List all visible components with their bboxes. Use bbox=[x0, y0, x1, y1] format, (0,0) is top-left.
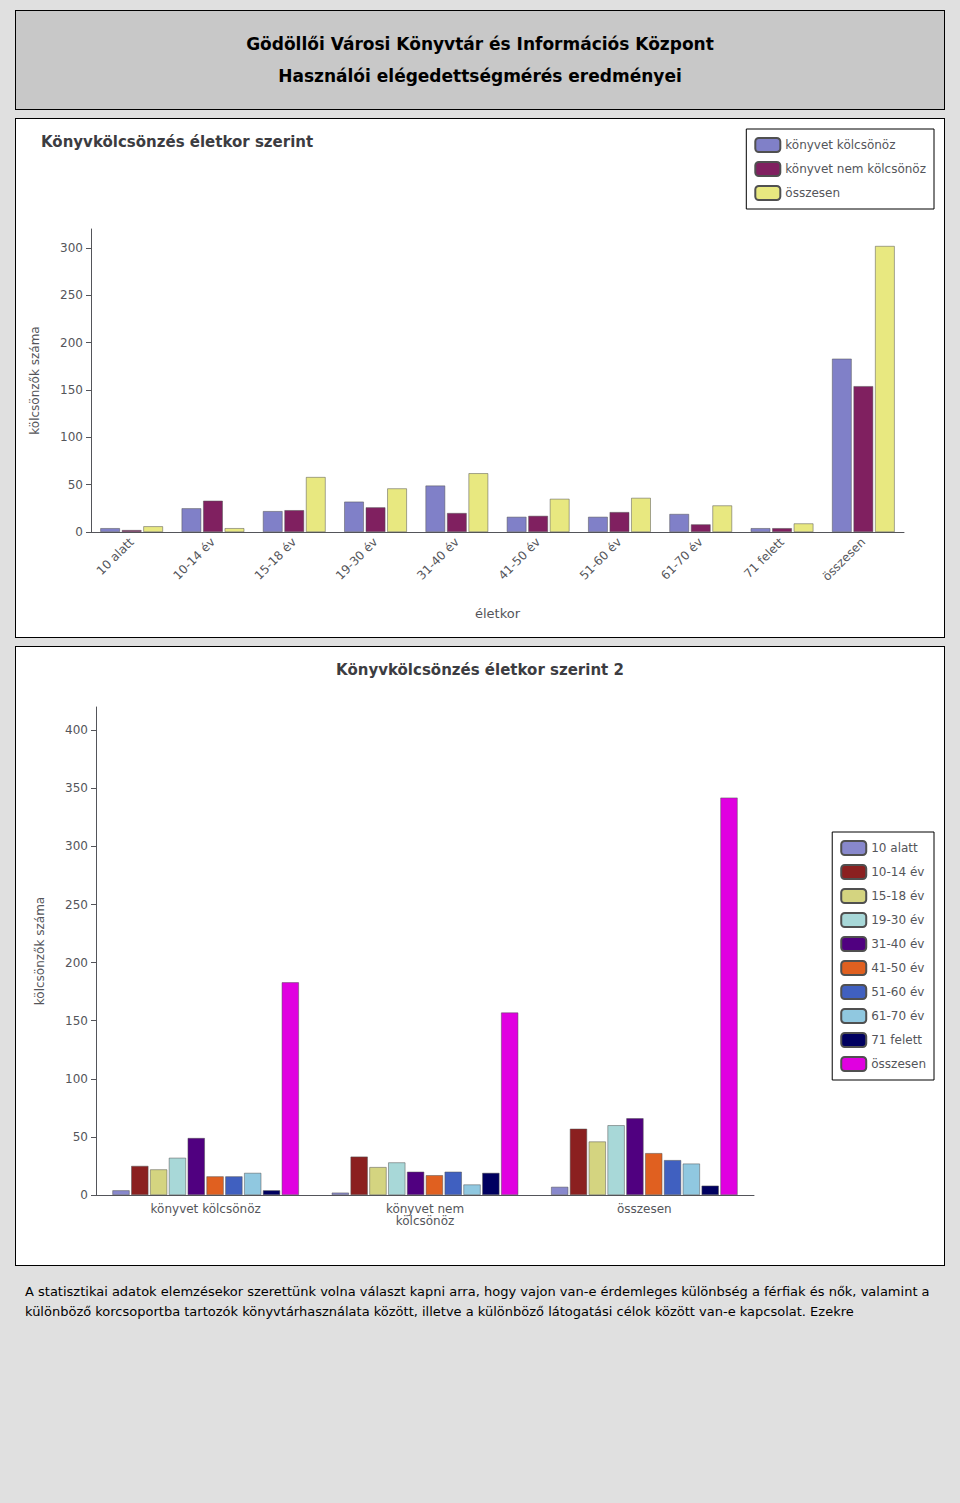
svg-text:19-30 év: 19-30 év bbox=[333, 535, 380, 582]
svg-text:0: 0 bbox=[75, 525, 83, 539]
svg-text:életkor: életkor bbox=[475, 606, 521, 621]
svg-text:15-18 év: 15-18 év bbox=[871, 889, 924, 903]
svg-text:71 felett: 71 felett bbox=[871, 1033, 922, 1047]
svg-text:41-50 év: 41-50 év bbox=[496, 535, 543, 582]
svg-text:50: 50 bbox=[68, 478, 83, 492]
svg-text:10-14 év: 10-14 év bbox=[170, 535, 217, 582]
svg-text:250: 250 bbox=[65, 898, 88, 912]
html-text:A statisztikai adatok elemzése: A statisztikai adatok elemzésekor szeret… bbox=[25, 1284, 930, 1319]
svg-text:250: 250 bbox=[60, 288, 83, 302]
svg-text:19-30 év: 19-30 év bbox=[871, 913, 924, 927]
svg-text:150: 150 bbox=[65, 1014, 88, 1028]
svg-text:51-60 év: 51-60 év bbox=[577, 535, 624, 582]
svg-text:300: 300 bbox=[65, 839, 88, 853]
svg-text:10-14 év: 10-14 év bbox=[871, 865, 924, 879]
html-text:Gödöllői Városi Könyvtár és In: Gödöllői Városi Könyvtár és Információs … bbox=[246, 34, 714, 54]
svg-text:61-70 év: 61-70 év bbox=[658, 535, 705, 582]
svg-text:összesen: összesen bbox=[617, 1202, 672, 1216]
svg-text:50: 50 bbox=[73, 1130, 88, 1144]
svg-text:150: 150 bbox=[60, 383, 83, 397]
svg-text:51-60 év: 51-60 év bbox=[871, 985, 924, 999]
svg-text:összesen: összesen bbox=[871, 1057, 926, 1071]
svg-text:350: 350 bbox=[65, 781, 88, 795]
svg-text:100: 100 bbox=[60, 430, 83, 444]
svg-text:15-18 év: 15-18 év bbox=[252, 535, 299, 582]
svg-text:kölcsönöz: kölcsönöz bbox=[396, 1214, 455, 1228]
svg-text:0: 0 bbox=[80, 1188, 88, 1202]
svg-text:könyvet kölcsönöz: könyvet kölcsönöz bbox=[151, 1202, 261, 1216]
svg-text:könyvet nem: könyvet nem bbox=[385, 1202, 465, 1216]
svg-text:61-70 év: 61-70 év bbox=[871, 1009, 924, 1023]
svg-text:100: 100 bbox=[65, 1072, 88, 1086]
svg-text:kölcsönzők száma: kölcsönzők száma bbox=[28, 326, 42, 434]
svg-text:41-50 év: 41-50 év bbox=[871, 961, 924, 975]
html-text:Használói elégedettségmérés er: Használói elégedettségmérés eredményei bbox=[278, 66, 682, 86]
svg-text:31-40 év: 31-40 év bbox=[871, 937, 924, 951]
svg-text:400: 400 bbox=[65, 723, 88, 737]
svg-text:200: 200 bbox=[60, 336, 83, 350]
svg-text:Könyvkölcsönzés életkor szerin: Könyvkölcsönzés életkor szerint bbox=[41, 133, 313, 151]
svg-text:összesen: összesen bbox=[785, 186, 840, 200]
svg-text:könyvet nem kölcsönöz: könyvet nem kölcsönöz bbox=[785, 162, 926, 176]
svg-text:10 alatt: 10 alatt bbox=[94, 535, 137, 578]
svg-text:71 felett: 71 felett bbox=[741, 535, 787, 581]
svg-text:kölcsönzők száma: kölcsönzők száma bbox=[33, 897, 47, 1005]
svg-text:300: 300 bbox=[60, 241, 83, 255]
svg-text:Könyvkölcsönzés életkor szerin: Könyvkölcsönzés életkor szerint 2 bbox=[336, 661, 624, 679]
svg-text:könyvet kölcsönöz: könyvet kölcsönöz bbox=[785, 138, 895, 152]
svg-text:összesen: összesen bbox=[820, 535, 869, 584]
svg-text:10 alatt: 10 alatt bbox=[871, 841, 918, 855]
svg-text:31-40 év: 31-40 év bbox=[414, 535, 461, 582]
svg-text:200: 200 bbox=[65, 956, 88, 970]
